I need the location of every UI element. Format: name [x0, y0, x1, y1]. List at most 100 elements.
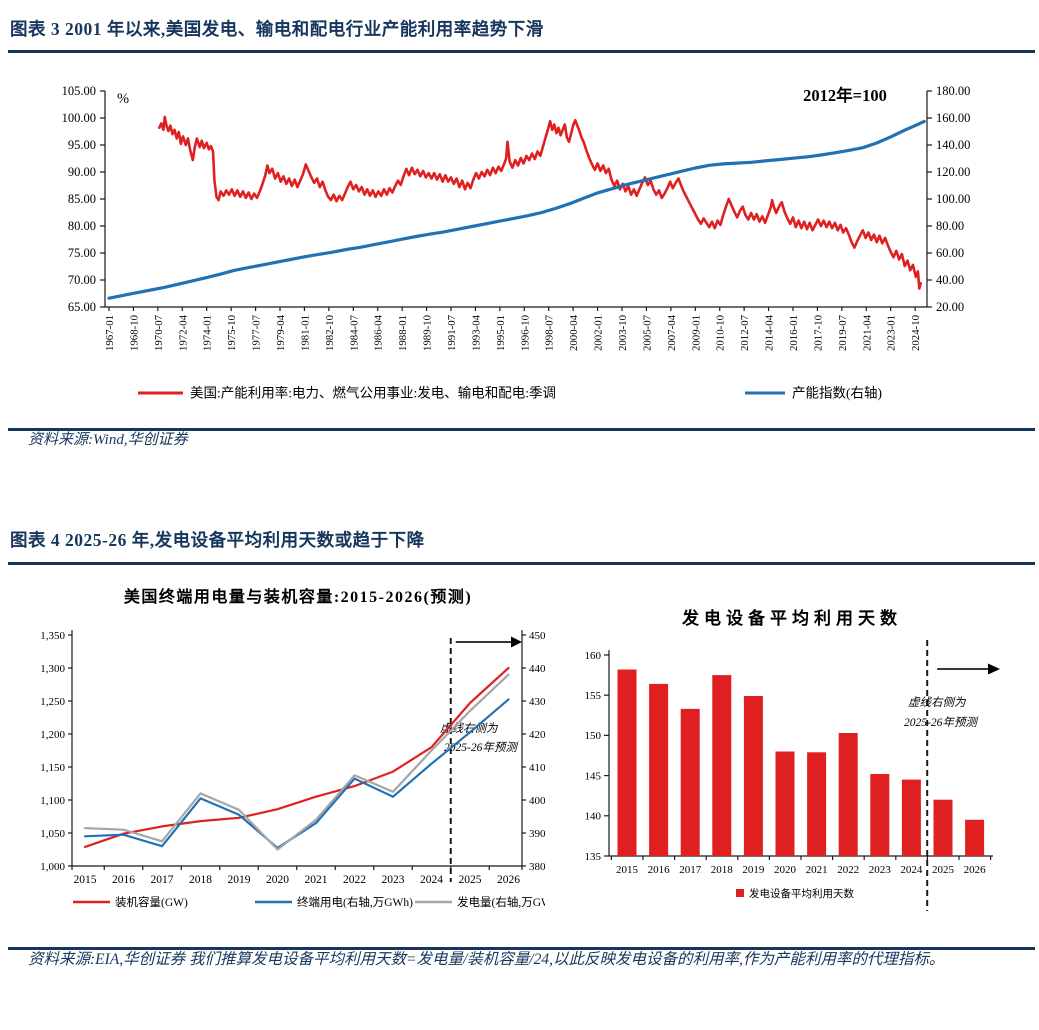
svg-text:1,200: 1,200 [40, 729, 65, 741]
svg-text:100.00: 100.00 [936, 192, 970, 206]
svg-text:2019: 2019 [742, 864, 765, 876]
svg-text:80.00: 80.00 [68, 219, 96, 233]
svg-text:2015: 2015 [616, 864, 639, 876]
svg-text:2025-26年预测: 2025-26年预测 [444, 741, 519, 754]
svg-text:2018: 2018 [711, 864, 734, 876]
svg-text:2022: 2022 [343, 874, 366, 886]
svg-text:1,050: 1,050 [40, 828, 65, 840]
svg-text:2026: 2026 [964, 864, 987, 876]
svg-text:410: 410 [529, 762, 545, 774]
svg-text:产能指数(右轴): 产能指数(右轴) [792, 386, 882, 401]
figure3-bottom-rule [8, 428, 1035, 431]
figure4-title-rule [8, 562, 1035, 565]
svg-text:1977-07: 1977-07 [251, 314, 263, 351]
svg-text:1,250: 1,250 [40, 696, 65, 708]
svg-text:1984-07: 1984-07 [348, 314, 360, 351]
svg-text:40.00: 40.00 [936, 273, 964, 287]
figure4-bottom-rule [8, 947, 1035, 950]
svg-text:60.00: 60.00 [936, 246, 964, 260]
svg-text:2015: 2015 [74, 874, 97, 886]
svg-text:1967-01: 1967-01 [104, 315, 116, 351]
svg-text:1988-01: 1988-01 [397, 315, 409, 351]
figure4-utilization-days-bar-chart: 发电设备平均利用天数 160 155 150 145 140 135 2015 2016 2017… [585, 608, 1000, 911]
svg-text:2023-01: 2023-01 [886, 315, 898, 351]
svg-text:90.00: 90.00 [68, 165, 96, 179]
svg-text:420: 420 [529, 729, 545, 741]
svg-text:虚线右侧为: 虚线右侧为 [908, 696, 967, 709]
figure3-source: 资料来源:Wind,华创证券 [28, 432, 188, 448]
svg-text:2000-04: 2000-04 [568, 314, 580, 351]
svg-text:160.00: 160.00 [936, 111, 970, 125]
svg-text:2024: 2024 [420, 874, 443, 886]
svg-text:120.00: 120.00 [936, 165, 970, 179]
svg-text:450: 450 [529, 630, 545, 642]
svg-text:1972-04: 1972-04 [177, 314, 189, 351]
svg-text:95.00: 95.00 [68, 138, 96, 152]
svg-text:2025: 2025 [459, 874, 482, 886]
svg-text:1996-10: 1996-10 [519, 315, 531, 351]
svg-text:135: 135 [585, 851, 602, 863]
svg-text:1,000: 1,000 [40, 861, 65, 873]
svg-text:2010-10: 2010-10 [715, 315, 727, 351]
figure3-title-rule [8, 50, 1035, 53]
svg-text:1981-01: 1981-01 [299, 315, 311, 351]
figure4-title: 图表 4 2025-26 年,发电设备平均利用天数或趋于下降 [10, 530, 425, 550]
svg-text:1,150: 1,150 [40, 762, 65, 774]
svg-text:85.00: 85.00 [68, 192, 96, 206]
figure4-consumption-capacity-chart: 美国终端用电量与装机容量:2015-2026(预测) 1,350 1,300 1,25… [40, 587, 545, 909]
figure3-title: 图表 3 2001 年以来,美国发电、输电和配电行业产能利用率趋势下滑 [10, 19, 544, 39]
svg-text:2014-04: 2014-04 [764, 314, 776, 351]
svg-text:1995-01: 1995-01 [495, 315, 507, 351]
svg-text:105.00: 105.00 [62, 84, 96, 98]
svg-text:2007-04: 2007-04 [666, 314, 678, 351]
svg-text:发电设备平均利用天数: 发电设备平均利用天数 [749, 887, 854, 900]
svg-text:发电设备平均利用天数: 发电设备平均利用天数 [681, 608, 902, 628]
svg-text:1979-04: 1979-04 [275, 314, 287, 351]
svg-text:390: 390 [529, 828, 545, 840]
svg-text:145: 145 [585, 770, 602, 782]
svg-text:1986-04: 1986-04 [373, 314, 385, 351]
svg-text:2023: 2023 [382, 874, 405, 886]
svg-text:%: % [117, 91, 129, 107]
svg-text:180.00: 180.00 [936, 84, 970, 98]
svg-text:1989-10: 1989-10 [422, 315, 434, 351]
svg-text:65.00: 65.00 [68, 300, 96, 314]
svg-text:2012-07: 2012-07 [739, 314, 751, 351]
svg-text:2016: 2016 [648, 864, 671, 876]
svg-text:400: 400 [529, 795, 545, 807]
svg-text:2025-26年预测: 2025-26年预测 [904, 716, 979, 729]
svg-text:2021: 2021 [806, 864, 828, 876]
svg-text:1998-07: 1998-07 [544, 314, 556, 351]
svg-text:2002-01: 2002-01 [593, 315, 605, 351]
svg-text:1970-07: 1970-07 [153, 314, 165, 351]
figure4-source: 资料来源:EIA,华创证券 我们推算发电设备平均利用天数=发电量/装机容量/24… [28, 951, 945, 968]
svg-text:2025: 2025 [932, 864, 955, 876]
svg-text:2020: 2020 [774, 864, 797, 876]
svg-text:155: 155 [585, 690, 602, 702]
svg-text:2021: 2021 [305, 874, 328, 886]
svg-text:2024: 2024 [900, 864, 923, 876]
svg-text:2020: 2020 [266, 874, 289, 886]
svg-text:430: 430 [529, 696, 545, 708]
svg-text:发电量(右轴,万GWh): 发电量(右轴,万GWh) [457, 895, 545, 909]
svg-text:380: 380 [529, 861, 545, 873]
svg-text:2019: 2019 [228, 874, 251, 886]
svg-text:2017-10: 2017-10 [812, 315, 824, 351]
svg-text:2022: 2022 [837, 864, 859, 876]
svg-text:2012年=100: 2012年=100 [803, 85, 887, 105]
svg-text:70.00: 70.00 [68, 273, 96, 287]
svg-text:1,350: 1,350 [40, 630, 65, 642]
svg-text:2009-01: 2009-01 [690, 315, 702, 351]
svg-text:美国终端用电量与装机容量:2015-2026(预测): 美国终端用电量与装机容量:2015-2026(预测) [124, 587, 472, 606]
svg-text:2017: 2017 [679, 864, 702, 876]
svg-text:100.00: 100.00 [62, 111, 96, 125]
svg-text:1993-04: 1993-04 [470, 314, 482, 351]
svg-text:1982-10: 1982-10 [324, 315, 336, 351]
svg-text:20.00: 20.00 [936, 300, 964, 314]
svg-text:2017: 2017 [151, 874, 174, 886]
svg-text:1968-10: 1968-10 [128, 315, 140, 351]
svg-text:2024-10: 2024-10 [910, 315, 922, 351]
svg-text:2019-07: 2019-07 [837, 314, 849, 351]
svg-text:1974-01: 1974-01 [202, 315, 214, 351]
